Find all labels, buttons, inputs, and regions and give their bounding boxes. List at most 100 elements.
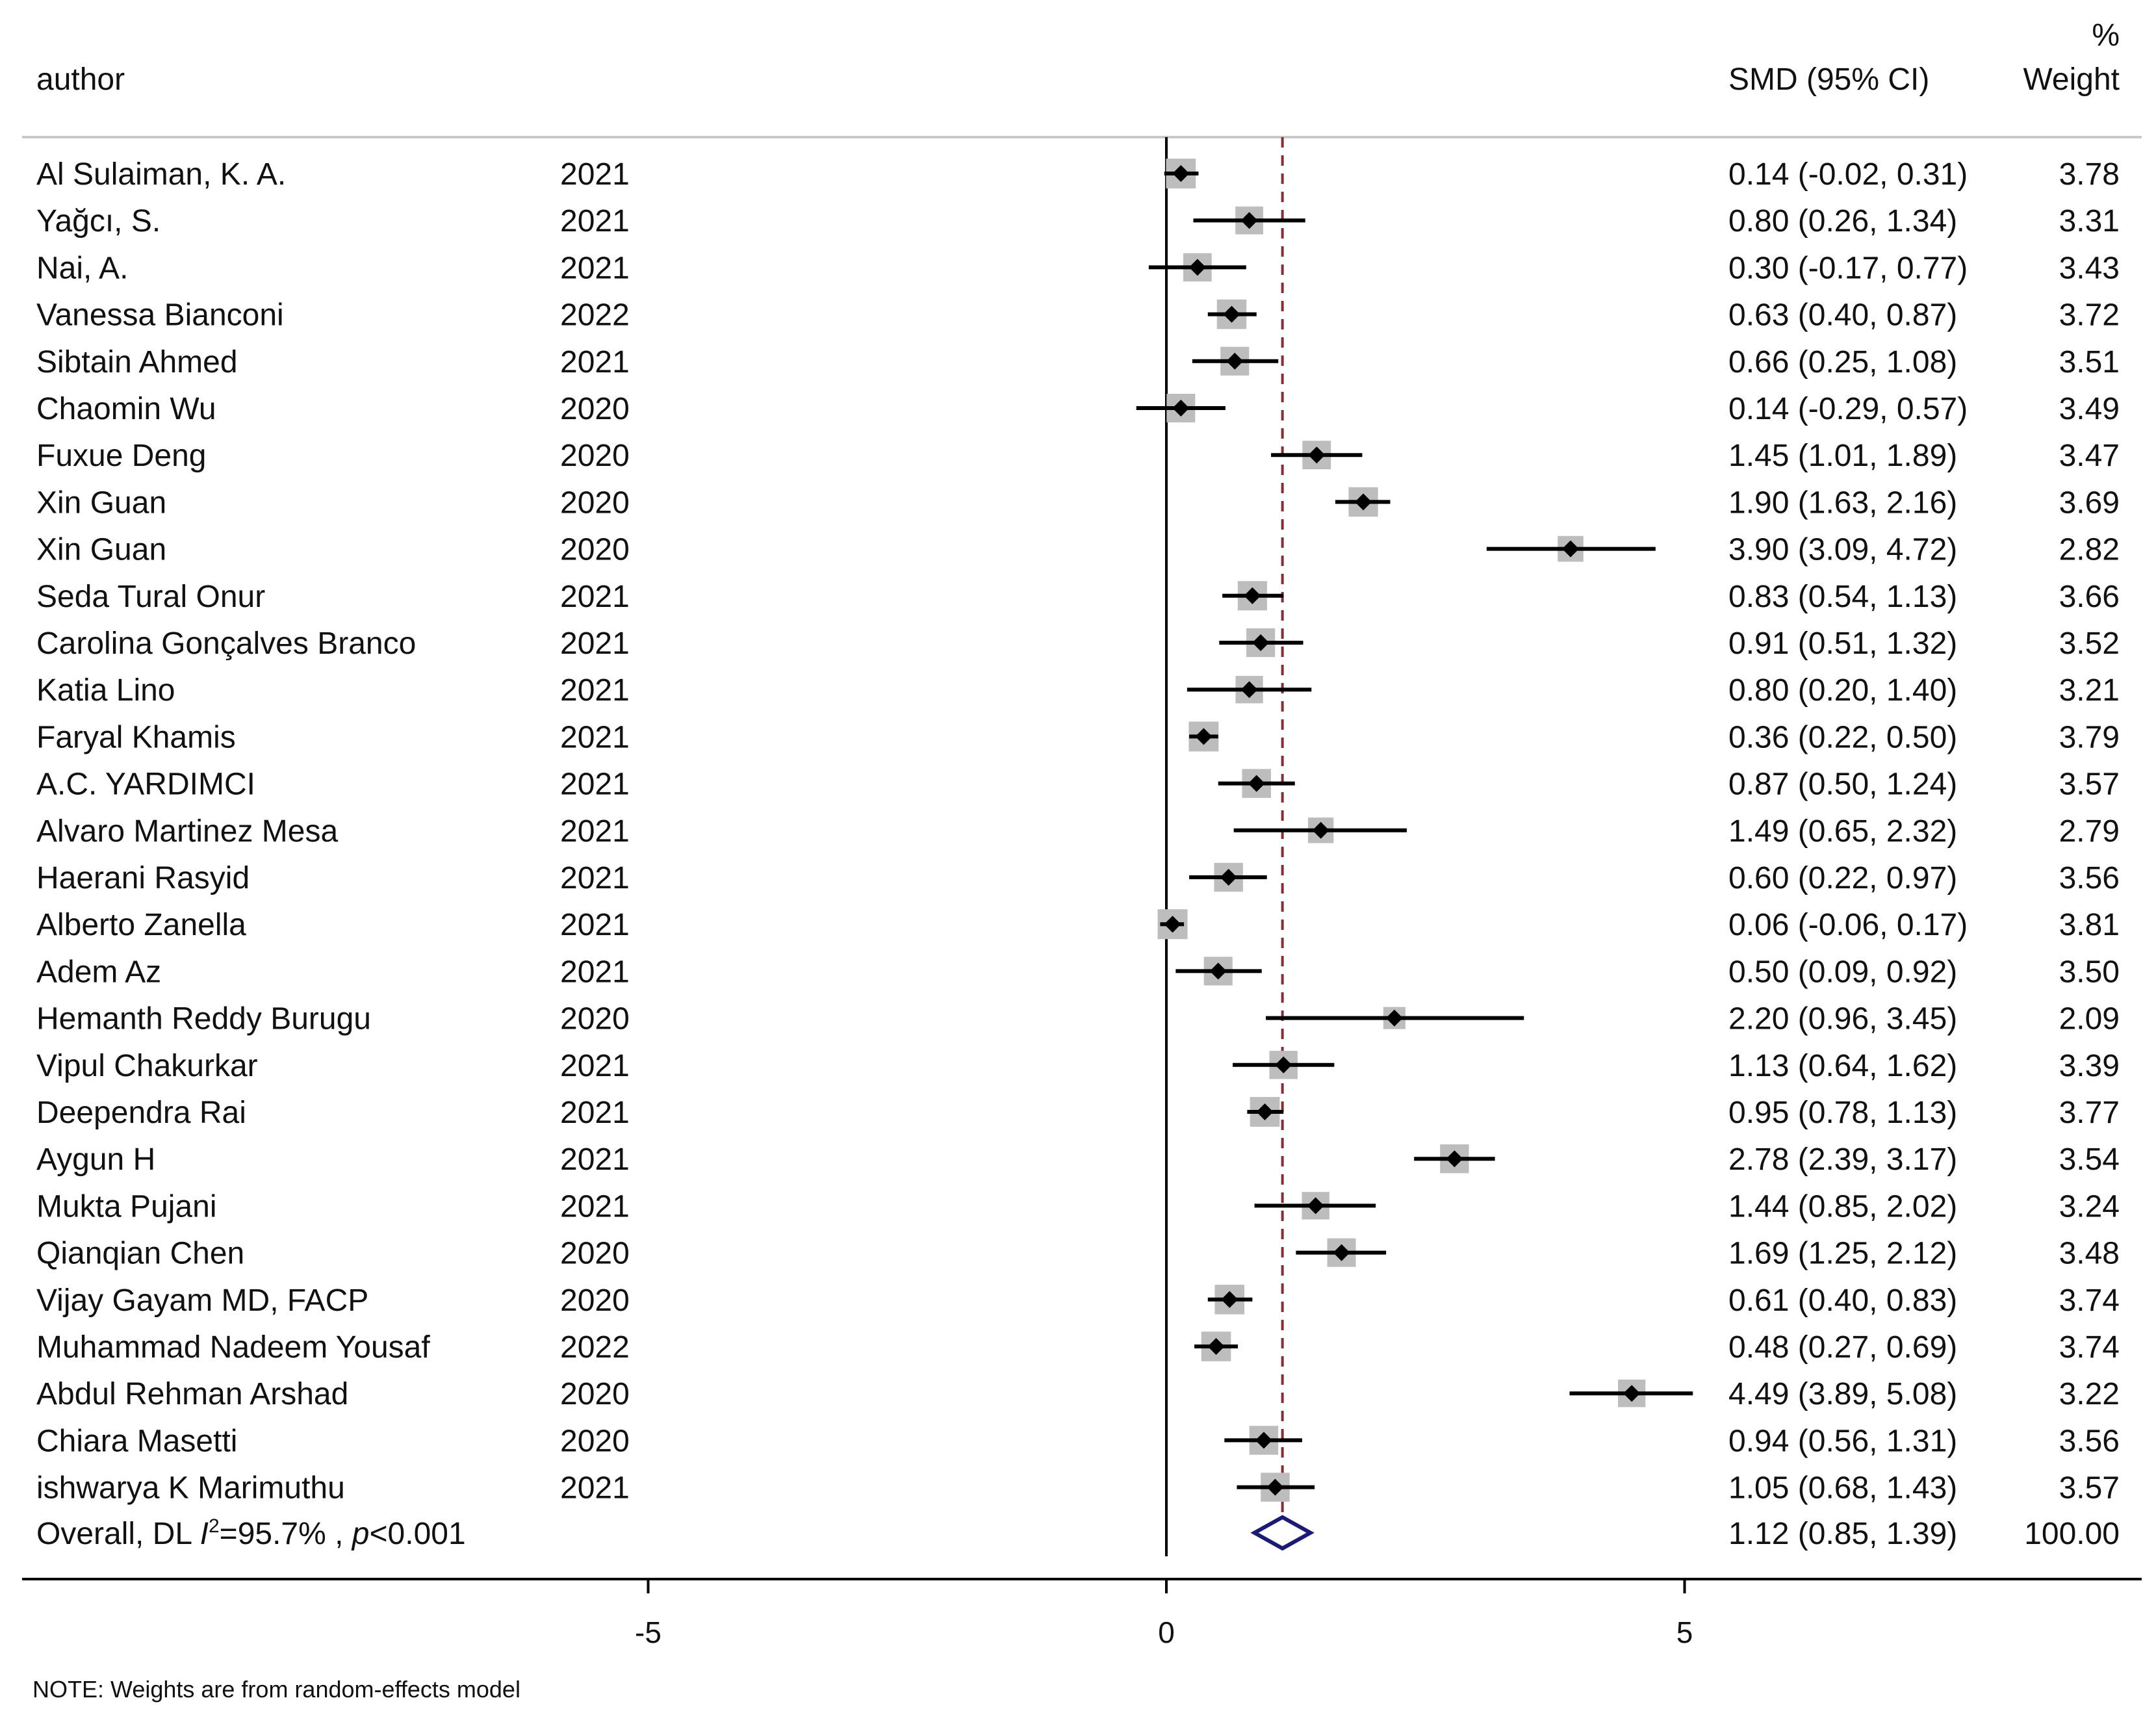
point-estimate xyxy=(1355,493,1372,511)
study-ci: 1.49 (0.65, 2.32) xyxy=(1728,814,1957,849)
study-ci: 0.61 (0.40, 0.83) xyxy=(1728,1283,1957,1318)
study-author: Adem Az xyxy=(36,955,161,989)
study-ci: 1.69 (1.25, 2.12) xyxy=(1728,1237,1957,1271)
study-ci: 0.63 (0.40, 0.87) xyxy=(1728,298,1957,333)
study-ci: 2.20 (0.96, 3.45) xyxy=(1728,1002,1957,1036)
point-estimate xyxy=(1256,1103,1274,1120)
overall-diamond xyxy=(1250,1515,1315,1551)
study-year: 2021 xyxy=(560,955,630,989)
study-weight: 3.22 xyxy=(2059,1377,2120,1411)
study-weight: 3.21 xyxy=(2059,673,2120,708)
study-year: 2021 xyxy=(560,908,630,942)
point-estimate xyxy=(1312,821,1329,839)
study-year: 2021 xyxy=(560,1471,630,1506)
study-year: 2020 xyxy=(560,1424,630,1458)
study-ci: 0.36 (0.22, 0.50) xyxy=(1728,720,1957,754)
study-row: Abdul Rehman Arshad 2020 4.49 (3.89, 5.08)… xyxy=(36,1377,2120,1411)
point-estimate xyxy=(1244,587,1261,604)
study-weight: 3.43 xyxy=(2059,251,2120,285)
study-year: 2021 xyxy=(560,580,630,614)
study-ci: 1.45 (1.01, 1.89) xyxy=(1728,439,1957,473)
study-year: 2020 xyxy=(560,1237,630,1271)
point-estimate xyxy=(1623,1385,1641,1402)
author-column-header: author xyxy=(36,62,125,97)
study-weight: 3.77 xyxy=(2059,1096,2120,1130)
study-weight: 3.48 xyxy=(2059,1237,2120,1271)
study-year: 2021 xyxy=(560,767,630,802)
study-weight: 3.66 xyxy=(2059,580,2120,614)
study-ci: 0.80 (0.26, 1.34) xyxy=(1728,204,1957,238)
study-ci: 0.80 (0.20, 1.40) xyxy=(1728,673,1957,708)
study-year: 2021 xyxy=(560,673,630,708)
x-tick-label: -5 xyxy=(635,1615,661,1649)
study-weight: 3.47 xyxy=(2059,439,2120,473)
point-estimate xyxy=(1333,1244,1350,1261)
study-row: Aygun H 2021 2.78 (2.39, 3.17) 3.54 xyxy=(36,1142,2120,1177)
study-year: 2021 xyxy=(560,1049,630,1083)
study-author: Xin Guan xyxy=(36,485,166,520)
study-author: Vijay Gayam MD, FACP xyxy=(36,1283,368,1318)
study-ci: 2.78 (2.39, 3.17) xyxy=(1728,1142,1957,1177)
study-row: A.C. YARDIMCI 2021 0.87 (0.50, 1.24) 3.57 xyxy=(36,767,2120,802)
study-row: Adem Az 2021 0.50 (0.09, 0.92) 3.50 xyxy=(36,955,2120,989)
study-year: 2020 xyxy=(560,1377,630,1411)
study-ci: 0.60 (0.22, 0.97) xyxy=(1728,861,1957,895)
study-row: Alberto Zanella 2021 0.06 (-0.06, 0.17) 3.8… xyxy=(36,908,2120,942)
study-row: Seda Tural Onur 2021 0.83 (0.54, 1.13) 3.66 xyxy=(36,580,2120,614)
study-row: Yağcı, S. 2021 0.80 (0.26, 1.34) 3.31 xyxy=(36,204,2120,238)
study-row: Alvaro Martinez Mesa 2021 1.49 (0.65, 2.32… xyxy=(36,814,2120,849)
study-row: Xin Guan 2020 3.90 (3.09, 4.72) 2.82 xyxy=(36,533,2120,567)
point-estimate xyxy=(1195,728,1213,745)
point-estimate xyxy=(1252,634,1270,651)
study-ci: 1.90 (1.63, 2.16) xyxy=(1728,485,1957,520)
study-author: Katia Lino xyxy=(36,673,175,708)
study-row: Faryal Khamis 2021 0.36 (0.22, 0.50) 3.79 xyxy=(36,720,2120,754)
study-row: Vijay Gayam MD, FACP 2020 0.61 (0.40, 0.83… xyxy=(36,1283,2120,1318)
study-year: 2021 xyxy=(560,720,630,754)
study-author: Alberto Zanella xyxy=(36,908,246,942)
study-weight: 3.78 xyxy=(2059,157,2120,192)
study-ci: 4.49 (3.89, 5.08) xyxy=(1728,1377,1957,1411)
study-author: Faryal Khamis xyxy=(36,720,236,754)
study-year: 2022 xyxy=(560,1330,630,1365)
x-axis-ticks: -5 0 5 xyxy=(635,1579,1693,1649)
study-author: ishwarya K Marimuthu xyxy=(36,1471,345,1506)
study-author: Sibtain Ahmed xyxy=(36,345,238,380)
overall-ci: 1.12 (0.85, 1.39) xyxy=(1728,1517,1957,1551)
study-ci: 3.90 (3.09, 4.72) xyxy=(1728,533,1957,567)
study-ci: 0.91 (0.51, 1.32) xyxy=(1728,626,1957,661)
study-weight: 3.79 xyxy=(2059,720,2120,754)
study-author: Mukta Pujani xyxy=(36,1189,216,1224)
study-author: Fuxue Deng xyxy=(36,439,207,473)
study-author: Haerani Rasyid xyxy=(36,861,250,895)
study-year: 2021 xyxy=(560,157,630,192)
study-author: Deependra Rai xyxy=(36,1096,246,1130)
study-year: 2021 xyxy=(560,345,630,380)
study-row: Xin Guan 2020 1.90 (1.63, 2.16) 3.69 xyxy=(36,485,2120,520)
study-ci: 0.06 (-0.06, 0.17) xyxy=(1728,908,1968,942)
study-year: 2020 xyxy=(560,1002,630,1036)
study-weight: 3.50 xyxy=(2059,955,2120,989)
study-weight: 3.31 xyxy=(2059,204,2120,238)
study-row: Chiara Masetti 2020 0.94 (0.56, 1.31) 3.56 xyxy=(36,1424,2120,1458)
study-ci: 0.14 (-0.29, 0.57) xyxy=(1728,392,1968,426)
study-ci: 0.95 (0.78, 1.13) xyxy=(1728,1096,1957,1130)
study-year: 2020 xyxy=(560,392,630,426)
study-ci: 0.66 (0.25, 1.08) xyxy=(1728,345,1957,380)
study-weight: 2.09 xyxy=(2059,1002,2120,1036)
study-author: Muhammad Nadeem Yousaf xyxy=(36,1330,430,1365)
point-estimate xyxy=(1226,352,1244,370)
footnote: NOTE: Weights are from random-effects mo… xyxy=(32,1676,520,1703)
point-estimate xyxy=(1223,305,1240,323)
study-author: Xin Guan xyxy=(36,533,166,567)
study-author: Qianqian Chen xyxy=(36,1237,244,1271)
percent-header: % xyxy=(2092,18,2120,53)
study-weight: 3.39 xyxy=(2059,1049,2120,1083)
point-estimate xyxy=(1562,540,1580,558)
overall-weight: 100.00 xyxy=(2024,1517,2120,1551)
study-ci: 0.14 (-0.02, 0.31) xyxy=(1728,157,1968,192)
x-tick-label: 0 xyxy=(1158,1615,1175,1649)
study-row: Fuxue Deng 2020 1.45 (1.01, 1.89) 3.47 xyxy=(36,439,2120,473)
study-weight: 3.57 xyxy=(2059,767,2120,802)
study-row: Chaomin Wu 2020 0.14 (-0.29, 0.57) 3.49 xyxy=(36,392,2120,426)
